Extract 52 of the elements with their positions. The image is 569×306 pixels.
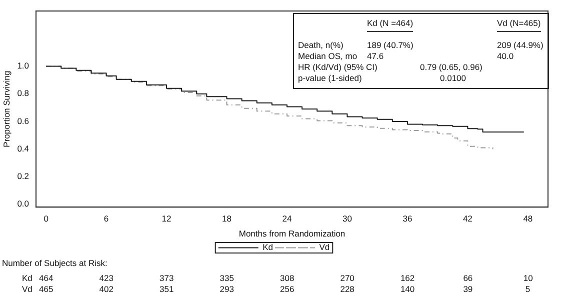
text: Kd [22,273,32,283]
x-tick-label: 24 [282,214,292,224]
legend-label: Vd [319,242,330,252]
text: 162 [400,273,415,283]
x-tick-label: 42 [462,214,473,224]
text: 373 [160,273,174,283]
annotation: Kd (N =464) [367,18,414,32]
annotation: Median OS, mo [298,51,358,61]
text: 66 [463,273,473,283]
text: Number of Subjects at Risk: [2,258,108,268]
annotation: Vd (N=465) [497,18,541,32]
x-tick-label: 12 [162,214,172,224]
annotation: 0.79 (0.65, 0.96) [420,62,482,72]
y-tick-label: 0.8 [17,88,30,98]
text: 293 [220,284,234,294]
text: 423 [99,273,114,283]
x-tick-label: 30 [342,214,352,224]
text: 5 [525,284,530,294]
annotation: p-value (1-sided) [298,73,362,83]
text: 351 [160,284,174,294]
text: 308 [280,273,294,283]
text: 10 [523,273,533,283]
x-tick-label: 36 [402,214,412,224]
text: 270 [340,273,354,283]
annotation: 40.0 [497,51,514,61]
x-tick-label: 6 [104,214,109,224]
annotation: 209 (44.9%) [497,40,544,50]
text: 464 [39,273,54,283]
annotation: HR (Kd/Vd) (95% CI) [298,62,378,72]
y-tick-label: 1.0 [17,60,30,71]
text: 402 [99,284,114,294]
x-tick-label: 0 [44,214,49,224]
annotation: Death, n(%) [298,40,344,50]
y-tick-label: 0.2 [17,171,30,182]
y-tick-label: 0.6 [17,116,30,126]
y-axis-title: Proportion Surviving [1,70,12,148]
y-tick-label: 0.4 [17,143,30,154]
text: 256 [280,284,294,294]
text: Vd [22,284,32,294]
annotation: 0.0100 [440,73,466,83]
x-tick-label: 48 [523,214,533,224]
text: 228 [340,284,354,294]
annotation: 189 (40.7%) [367,40,414,50]
legend-label: Kd [262,242,274,252]
y-tick-label: 0.0 [17,198,30,209]
annotation: 47.6 [367,51,384,61]
text: 465 [39,284,54,294]
x-tick-label: 18 [222,214,232,224]
text: 140 [400,284,415,294]
text: 335 [220,273,234,283]
x-axis-title: Months from Randomization [238,228,346,239]
text: 39 [463,284,473,294]
